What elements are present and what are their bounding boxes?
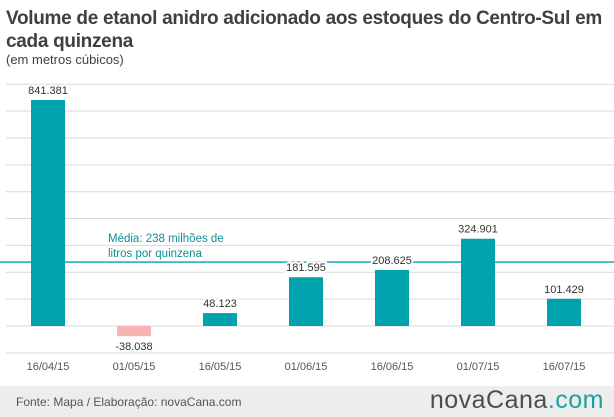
value-labels: 841.381 -38.038 48.123 181.595 208.625 324.90… [26, 83, 586, 355]
bar [117, 326, 151, 337]
bar [461, 238, 495, 326]
source-text: Fonte: Mapa / Elaboração: novaCana.com [16, 395, 242, 409]
logo-main: novaCana [429, 386, 548, 414]
bar [289, 277, 323, 326]
footer: Fonte: Mapa / Elaboração: novaCana.com n… [0, 386, 614, 417]
grid-lines [6, 83, 614, 354]
logo-tld: .com [547, 386, 604, 414]
x-tick-labels: 16/04/15 01/05/15 16/05/15 01/06/15 16/06/15… [27, 361, 586, 373]
x-tick-label: 16/07/15 [543, 361, 586, 373]
bar [31, 100, 65, 326]
data-label: 208.625 [372, 255, 412, 267]
x-tick-label: 01/06/15 [285, 361, 328, 373]
average-label-line2: litros por quinzena [108, 248, 203, 260]
brand-logo: novaCana.com [430, 386, 604, 415]
x-tick-label: 01/05/15 [113, 361, 156, 373]
data-label: 181.595 [286, 262, 326, 274]
average-label-line1: Média: 238 milhões de [108, 233, 224, 245]
data-label: -38.038 [115, 341, 152, 353]
bar [203, 313, 237, 326]
chart-subtitle: (em metros cúbicos) [6, 52, 124, 67]
x-tick-label: 16/05/15 [199, 361, 242, 373]
bar [547, 298, 581, 326]
x-tick-label: 16/06/15 [371, 361, 414, 373]
x-tick-label: 01/07/15 [457, 361, 500, 373]
data-label: 101.429 [544, 284, 584, 296]
data-label: 324.901 [458, 224, 498, 236]
chart-title: Volume de etanol anidro adicionado aos e… [6, 8, 602, 52]
bar-chart: Média: 238 milhões de litros por quinzena… [0, 83, 614, 373]
data-label: 841.381 [28, 85, 68, 97]
data-label: 48.123 [203, 298, 237, 310]
x-tick-label: 16/04/15 [27, 361, 70, 373]
bar [375, 269, 409, 326]
bars [31, 100, 581, 337]
reference-line-group: Média: 238 milhões de litros por quinzena [0, 233, 614, 263]
